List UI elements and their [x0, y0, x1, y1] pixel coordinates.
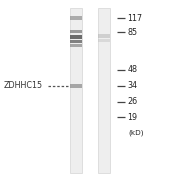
Text: (kD): (kD) [128, 129, 144, 136]
Bar [70, 8, 82, 173]
Text: 26: 26 [127, 97, 137, 106]
Bar [98, 39, 110, 42]
Text: 19: 19 [127, 113, 137, 122]
Bar [70, 30, 82, 33]
Text: 48: 48 [127, 65, 137, 74]
Bar [70, 44, 82, 47]
Bar [98, 8, 110, 173]
Bar [70, 16, 82, 20]
Text: 117: 117 [127, 14, 142, 23]
Bar [70, 35, 82, 39]
Bar [70, 40, 82, 43]
Bar [98, 34, 110, 38]
Text: ZDHHC15: ZDHHC15 [3, 81, 42, 90]
Text: 85: 85 [127, 28, 137, 37]
Text: 34: 34 [127, 81, 137, 90]
Bar [70, 84, 82, 87]
